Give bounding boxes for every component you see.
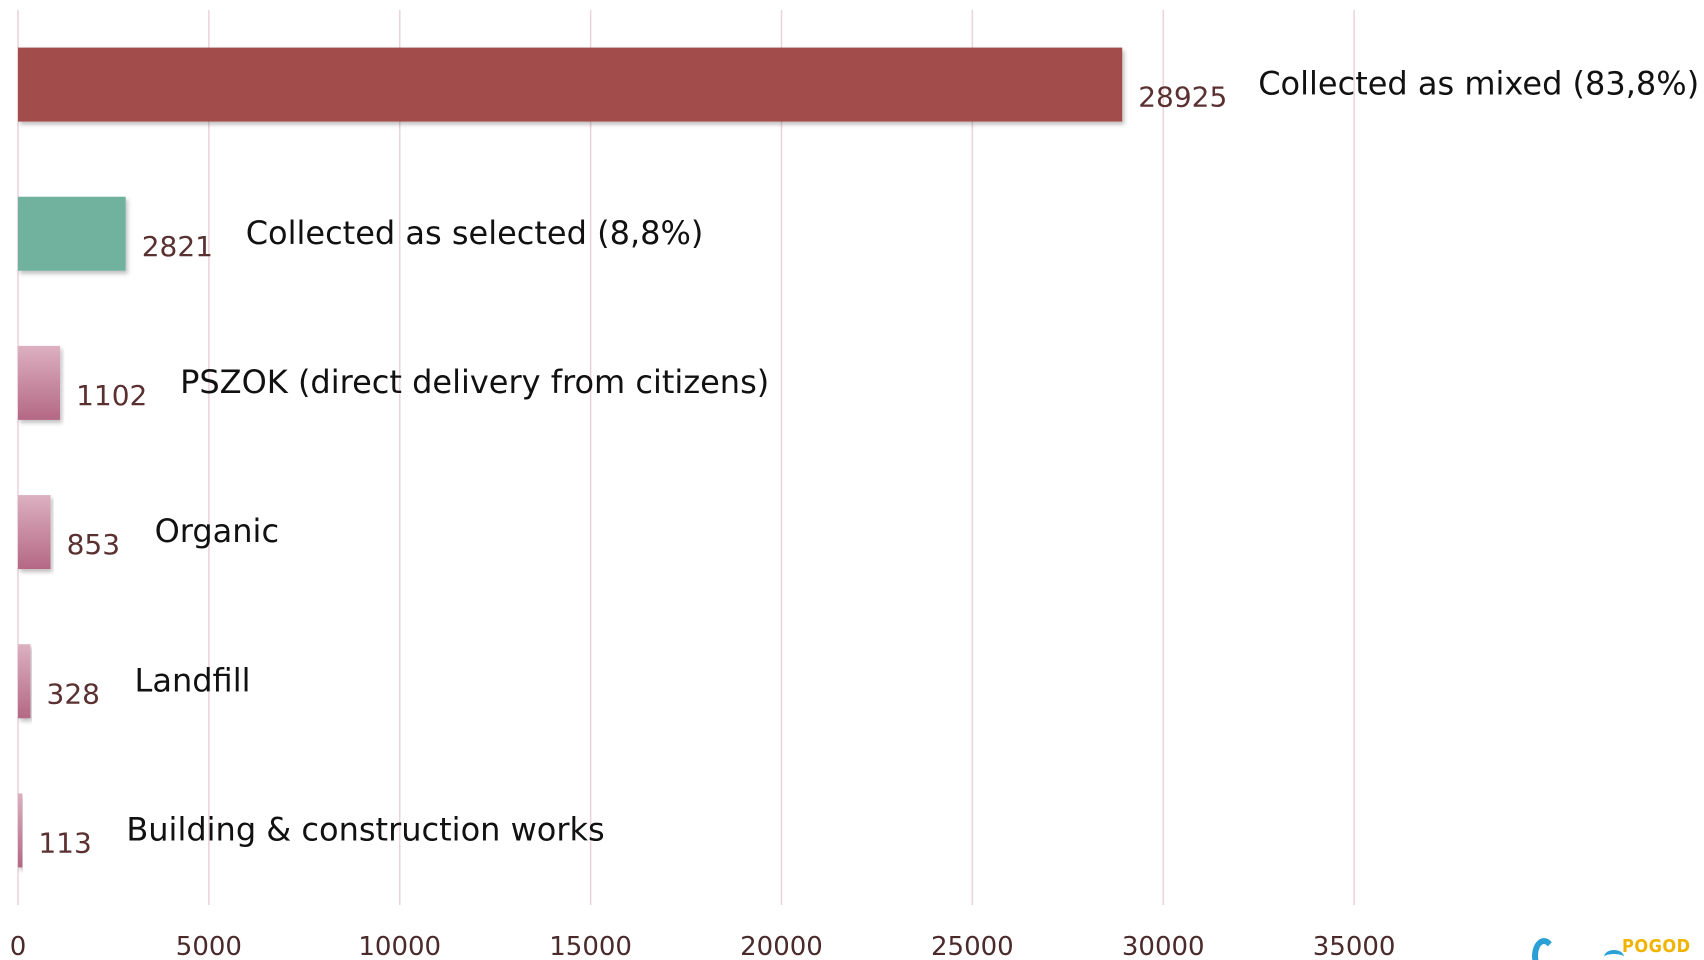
value-labels: 28925 2821 1102 853 328 113 — [38, 81, 1227, 860]
value-label: 28925 — [1138, 81, 1227, 114]
bar — [18, 644, 31, 719]
category-label: Building & construction works — [126, 810, 604, 848]
value-label: 1102 — [76, 379, 147, 412]
category-label: PSZOK (direct delivery from citizens) — [180, 363, 769, 401]
logo-c-mark — [1532, 938, 1556, 960]
bars — [18, 47, 1123, 868]
value-label: 853 — [67, 528, 120, 561]
gridlines — [17, 10, 1355, 905]
x-axis-ticks: 0 5000 10000 15000 20000 25000 30000 35000 — [10, 932, 1396, 960]
bar — [18, 793, 23, 868]
x-tick-label: 0 — [10, 932, 27, 960]
logo-s-mark — [1604, 950, 1624, 960]
category-label: Landfill — [135, 661, 251, 699]
bar — [18, 47, 1123, 122]
logo: POGOD — [1504, 936, 1704, 960]
bar — [18, 196, 126, 271]
value-label: 113 — [38, 826, 91, 859]
category-label: Collected as mixed (83,8%) — [1258, 65, 1699, 103]
bar — [18, 495, 51, 570]
x-tick-label: 30000 — [1122, 932, 1205, 960]
x-tick-label: 35000 — [1313, 932, 1396, 960]
bar — [18, 345, 61, 420]
x-tick-label: 10000 — [358, 932, 441, 960]
x-tick-label: 20000 — [740, 932, 823, 960]
x-tick-label: 25000 — [931, 932, 1014, 960]
value-label: 2821 — [142, 230, 213, 263]
value-label: 328 — [47, 677, 100, 710]
x-tick-label: 5000 — [176, 932, 242, 960]
category-labels: Collected as mixed (83,8%) Collected as s… — [126, 65, 1699, 849]
x-tick-label: 15000 — [549, 932, 632, 960]
category-label: Organic — [155, 512, 279, 550]
category-label: Collected as selected (8,8%) — [246, 214, 704, 252]
logo-text: POGOD — [1622, 936, 1691, 957]
